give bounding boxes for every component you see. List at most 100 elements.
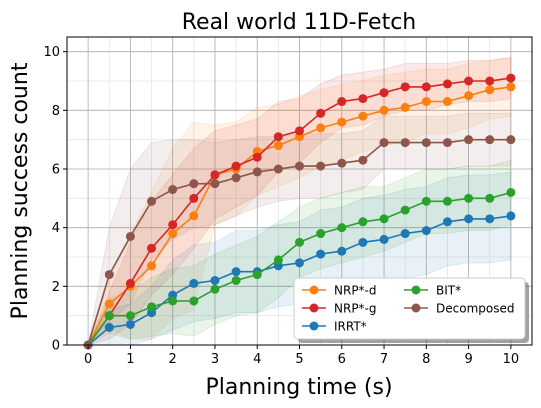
data-point-decomposed — [210, 179, 220, 189]
x-tick-label: 6 — [338, 352, 346, 367]
axis-ticks: 0 1 2 3 4 5 6 7 8 9 10 0 2 4 6 8 10 — [43, 45, 519, 367]
data-point-nrp-g — [168, 220, 178, 230]
y-tick-label: 4 — [52, 221, 60, 236]
data-point-decomposed — [295, 161, 304, 171]
data-point-decomposed — [125, 231, 135, 241]
data-point-bit — [421, 196, 431, 206]
x-axis-label: Planning time (s) — [205, 375, 392, 400]
data-point-nrp-d — [189, 211, 199, 221]
data-point-irrt — [316, 249, 326, 259]
data-point-irrt — [485, 214, 495, 224]
y-axis-label: Planning success count — [8, 62, 33, 319]
legend-marker-irrt — [309, 321, 319, 331]
data-point-nrp-d — [400, 102, 410, 112]
data-point-irrt — [442, 217, 452, 227]
y-tick-label: 2 — [52, 280, 60, 295]
data-point-nrp-g — [295, 126, 304, 136]
data-point-decomposed — [485, 135, 495, 145]
data-point-decomposed — [421, 138, 431, 148]
data-point-nrp-g — [358, 94, 368, 104]
data-point-nrp-d — [337, 117, 347, 127]
data-point-irrt — [379, 234, 389, 244]
data-point-bit — [189, 296, 199, 306]
data-point-bit — [485, 193, 495, 203]
data-point-decomposed — [400, 138, 410, 148]
data-point-decomposed — [506, 135, 516, 145]
data-point-decomposed — [464, 135, 474, 145]
data-point-bit — [295, 237, 304, 247]
data-point-bit — [231, 275, 241, 285]
x-tick-label: 8 — [422, 352, 430, 367]
data-point-bit — [104, 311, 114, 321]
data-point-irrt — [104, 322, 114, 332]
x-tick-label: 2 — [169, 352, 177, 367]
data-point-bit — [337, 223, 347, 233]
data-point-decomposed — [273, 164, 283, 174]
data-point-irrt — [400, 229, 410, 239]
data-point-nrp-g — [485, 76, 495, 86]
data-point-decomposed — [252, 167, 262, 177]
series-lines — [83, 73, 516, 350]
data-point-nrp-d — [506, 82, 516, 92]
data-point-bit — [125, 311, 135, 321]
x-tick-label: 9 — [464, 352, 472, 367]
data-point-irrt — [125, 319, 135, 329]
data-point-nrp-d — [485, 85, 495, 95]
x-tick-label: 7 — [380, 352, 388, 367]
data-point-bit — [464, 193, 474, 203]
data-point-bit — [147, 302, 157, 312]
data-point-nrp-g — [231, 161, 241, 171]
legend-marker-nrp-g — [309, 303, 319, 313]
x-tick-label: 5 — [295, 352, 303, 367]
data-point-irrt — [506, 211, 516, 221]
data-point-nrp-d — [379, 105, 389, 115]
data-point-decomposed — [316, 161, 326, 171]
legend-label-irrt: IRRT* — [334, 320, 367, 334]
data-point-nrp-g — [210, 170, 220, 180]
data-point-nrp-d — [464, 91, 474, 101]
data-point-bit — [379, 214, 389, 224]
data-point-nrp-g — [189, 193, 199, 203]
data-point-decomposed — [442, 138, 452, 148]
data-point-bit — [400, 205, 410, 215]
y-tick-label: 6 — [52, 163, 60, 178]
data-point-nrp-g — [337, 97, 347, 107]
data-point-nrp-g — [125, 278, 135, 288]
data-point-nrp-d — [421, 97, 431, 107]
data-point-nrp-g — [506, 73, 516, 83]
chart-title: Real world 11D-Fetch — [182, 10, 417, 35]
legend-marker-decomposed — [411, 303, 421, 313]
data-point-bit — [316, 229, 326, 239]
data-point-nrp-d — [442, 97, 452, 107]
data-point-nrp-g — [316, 108, 326, 118]
data-point-nrp-d — [273, 141, 283, 151]
data-point-nrp-g — [379, 88, 389, 98]
x-tick-label: 0 — [84, 352, 92, 367]
data-point-bit — [210, 284, 220, 294]
x-tick-label: 3 — [211, 352, 219, 367]
data-point-nrp-d — [147, 261, 157, 271]
data-point-decomposed — [147, 196, 157, 206]
data-point-decomposed — [168, 185, 178, 195]
data-point-bit — [442, 196, 452, 206]
legend-marker-nrp-d — [309, 285, 319, 295]
data-point-nrp-g — [273, 132, 283, 142]
data-point-decomposed — [104, 270, 114, 280]
x-tick-label: 10 — [503, 352, 520, 367]
data-point-bit — [358, 217, 368, 227]
data-point-irrt — [210, 275, 220, 285]
data-point-decomposed — [189, 179, 199, 189]
data-point-irrt — [295, 258, 304, 268]
data-point-irrt — [231, 267, 241, 277]
data-point-irrt — [464, 214, 474, 224]
data-point-bit — [273, 255, 283, 265]
data-point-decomposed — [337, 158, 347, 168]
legend-label-nrp-g: NRP*-g — [334, 302, 377, 316]
legend-label-decomposed: Decomposed — [436, 302, 514, 316]
data-point-decomposed — [358, 155, 368, 165]
data-point-nrp-d — [316, 123, 326, 133]
data-point-irrt — [189, 278, 199, 288]
x-tick-label: 4 — [253, 352, 261, 367]
legend-marker-bit — [411, 285, 421, 295]
data-point-bit — [506, 187, 516, 197]
